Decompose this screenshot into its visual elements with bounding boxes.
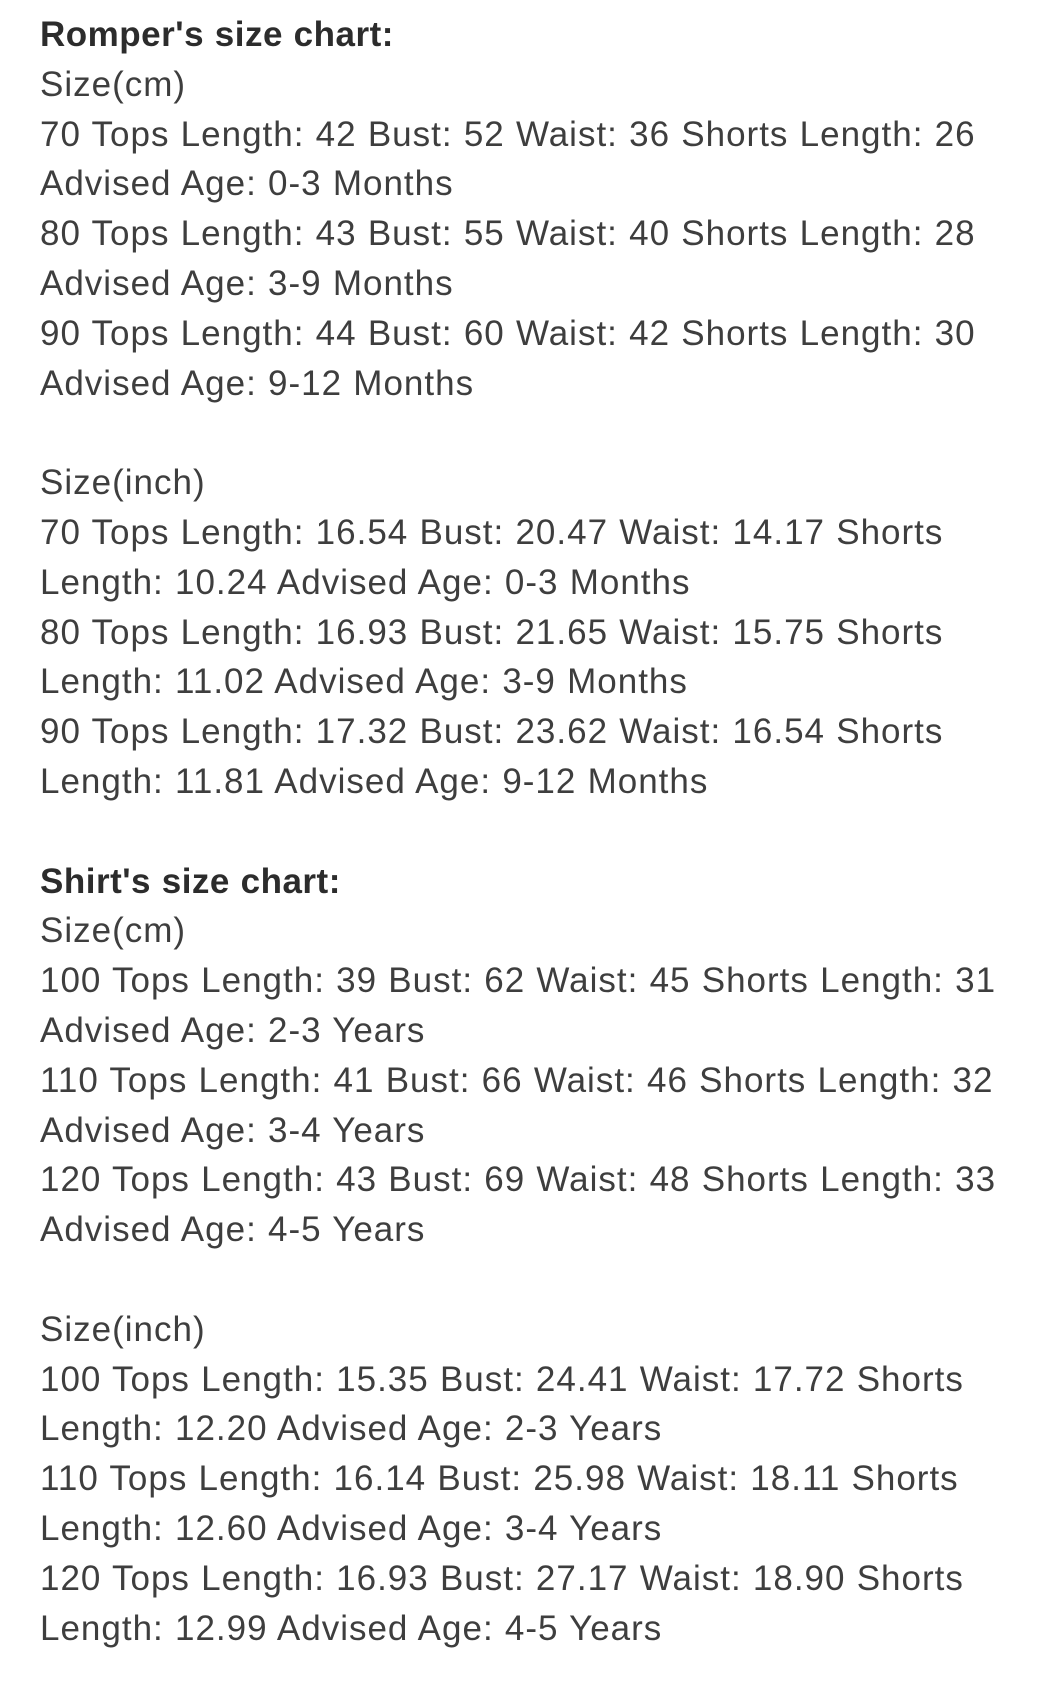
size-entry: 100 Tops Length: 15.35 Bust: 24.41 Waist… bbox=[40, 1359, 964, 1449]
section-heading: Romper's size chart: bbox=[40, 15, 394, 54]
blank-line bbox=[40, 1653, 1020, 1703]
blank-line bbox=[40, 1255, 1020, 1305]
size-entry: 90 Tops Length: 17.32 Bust: 23.62 Waist:… bbox=[40, 712, 944, 801]
size-entry: 110 Tops Length: 16.14 Bust: 25.98 Waist… bbox=[40, 1459, 959, 1548]
section-heading: Shirt's size chart: bbox=[40, 861, 341, 901]
size-entry: 90 Tops Length: 44 Bust: 60 Waist: 42 Sh… bbox=[40, 313, 976, 403]
size-entry: 100 Tops Length: 39 Bust: 62 Waist: 45 S… bbox=[40, 961, 997, 1050]
unit-label: Size(inch) bbox=[40, 463, 206, 503]
size-entry: 120 Tops Length: 43 Bust: 69 Waist: 48 S… bbox=[40, 1160, 997, 1250]
unit-label: Size(cm) bbox=[40, 64, 187, 104]
size-entry: 70 Tops Length: 42 Bust: 52 Waist: 36 Sh… bbox=[40, 114, 976, 204]
size-entry: 70 Tops Length: 16.54 Bust: 20.47 Waist:… bbox=[40, 512, 944, 602]
blank-line bbox=[40, 807, 1020, 857]
unit-label: Size(inch) bbox=[40, 1309, 206, 1349]
size-entry: 110 Tops Length: 41 Bust: 66 Waist: 46 S… bbox=[40, 1060, 994, 1150]
size-entry: 80 Tops Length: 43 Bust: 55 Waist: 40 Sh… bbox=[40, 214, 976, 303]
size-entry: 120 Tops Length: 16.93 Bust: 27.17 Waist… bbox=[40, 1558, 964, 1648]
size-entry: 80 Tops Length: 16.93 Bust: 21.65 Waist:… bbox=[40, 612, 944, 702]
blank-line bbox=[40, 408, 1020, 458]
unit-label: Size(cm) bbox=[40, 911, 187, 951]
